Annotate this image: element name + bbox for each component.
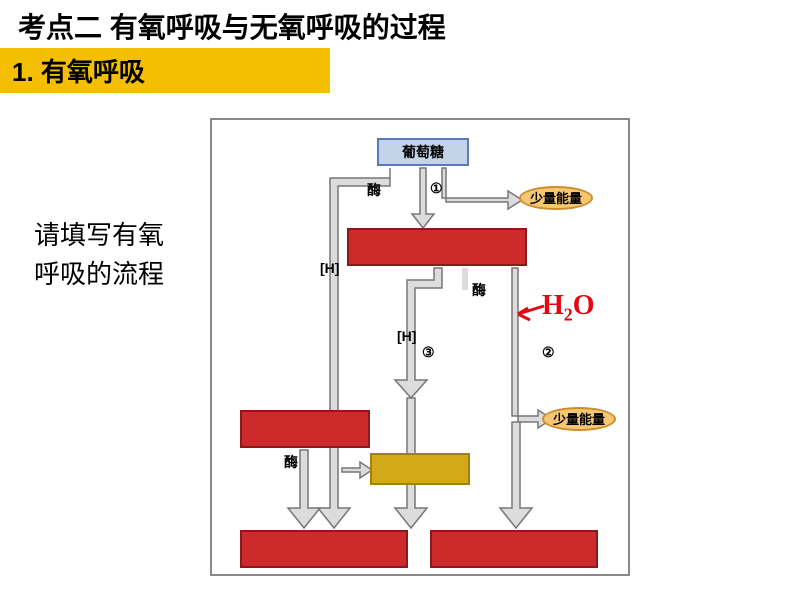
diagram-frame: 葡萄糖 少量能量 少量能量 酶 酶 酶 ① ② ③ [H] [H] H2O bbox=[210, 118, 630, 576]
energy-oval-2: 少量能量 bbox=[542, 407, 616, 431]
step-1-label: ① bbox=[430, 180, 443, 197]
h-carrier-label-2: [H] bbox=[397, 328, 416, 344]
enzyme-label-3: 酶 bbox=[284, 452, 298, 472]
enzyme-label-1: 酶 bbox=[367, 180, 381, 200]
prompt-line-2: 呼吸的流程 bbox=[34, 259, 164, 289]
h-carrier-label-1: [H] bbox=[320, 260, 339, 276]
prompt-text: 请填写有氧 呼吸的流程 bbox=[34, 216, 164, 294]
h2o-annotation: H2O bbox=[542, 290, 595, 326]
product-box-left bbox=[240, 530, 408, 568]
step-2-label: ② bbox=[542, 344, 555, 361]
glucose-box: 葡萄糖 bbox=[377, 138, 469, 166]
subtitle-bar: 1. 有氧呼吸 bbox=[0, 48, 330, 93]
page-title: 考点二 有氧呼吸与无氧呼吸的过程 bbox=[0, 0, 794, 48]
product-box-right bbox=[430, 530, 598, 568]
energy-oval-1: 少量能量 bbox=[519, 186, 593, 210]
intermediate-box-yellow bbox=[370, 453, 470, 485]
step-3-label: ③ bbox=[422, 344, 435, 361]
prompt-line-1: 请填写有氧 bbox=[34, 220, 164, 250]
intermediate-box-2 bbox=[240, 410, 370, 448]
intermediate-box-1 bbox=[347, 228, 527, 266]
enzyme-label-2: 酶 bbox=[472, 280, 486, 300]
